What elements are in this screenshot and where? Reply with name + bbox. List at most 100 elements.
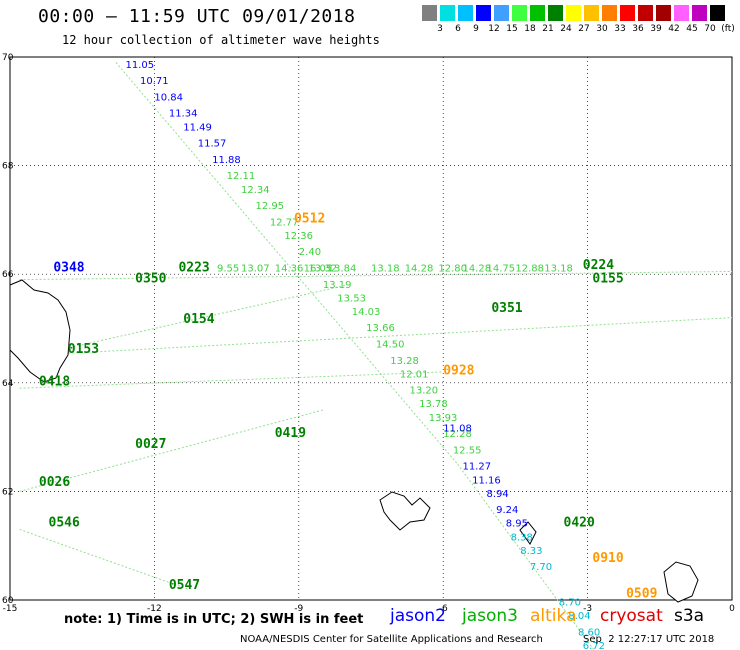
wave-height-label: 10.84 [154,92,183,103]
time-label: 0420 [564,516,595,531]
scale-label: 15 [506,24,518,34]
legend-altika: altika [530,606,577,626]
wave-height-label: 10.71 [140,76,169,87]
wave-height-label: 9.24 [496,505,518,516]
wave-height-label: 8.60 [578,627,600,638]
time-label: 0153 [68,342,99,357]
time-label: 0547 [169,578,200,593]
scale-swatch [656,5,671,21]
wave-height-label: 12.80 [438,263,467,274]
scale-label: 24 [560,24,572,34]
lat-tick-label: 68 [2,162,14,172]
time-label: 0223 [178,260,209,275]
wave-height-label: 7.70 [530,562,552,573]
lat-tick-label: 60 [2,596,14,606]
time-label: 0419 [275,426,306,441]
lon-tick-label: 0 [729,604,735,614]
wave-height-label: 11.34 [169,109,198,120]
scale-label: 21 [542,24,554,34]
time-label: 0027 [135,437,166,452]
scale-label: 45 [686,24,698,34]
wave-height-label: 13.18 [371,263,400,274]
time-label: 0350 [135,271,166,286]
scale-label: 12 [488,24,500,34]
scale-swatch [494,5,509,21]
wave-height-label: 12.88 [515,263,544,274]
scale-label: 36 [632,24,644,34]
coastline-faroe [379,491,431,531]
wave-height-label: 13.84 [328,263,357,274]
lat-tick-label: 70 [2,53,14,63]
time-label: 0418 [39,375,70,390]
wave-height-label: 8.04 [568,611,590,622]
scale-label: 3 [437,24,443,34]
scale-swatch [710,5,725,21]
time-label: 0910 [592,551,623,566]
note-text: note: 1) Time is in UTC; 2) SWH is in fe… [64,612,364,627]
scale-swatch [530,5,545,21]
lon-tick-label: -9 [294,604,303,614]
time-label: 0224 [583,258,614,273]
time-label: 0026 [39,475,70,490]
track-swath [19,270,733,281]
scale-label: 39 [650,24,662,34]
wave-height-label: 14.75 [487,263,516,274]
scale-label: 27 [578,24,590,34]
wave-height-label: 12.28 [443,429,472,440]
lon-tick-label: -15 [3,604,18,614]
scale-swatch [620,5,635,21]
track-swath [19,528,189,590]
scale-swatch [692,5,707,21]
wave-height-label: 13.07 [241,263,270,274]
wave-height-label: 8.95 [506,519,528,530]
wave-height-label: 11.57 [198,139,227,150]
track-swath [19,409,323,492]
scale-swatch [638,5,653,21]
lat-tick-label: 62 [2,487,13,497]
time-label: 0546 [49,516,80,531]
wave-height-label: 11.08 [443,424,472,435]
wave-height-label: 11.16 [472,475,501,486]
lon-tick-label: -6 [439,604,448,614]
coastline-islet [519,521,537,545]
scale-swatch [674,5,689,21]
scale-label: 18 [524,24,536,34]
wave-height-label: 11.27 [462,462,491,473]
wave-height-label: 8.70 [559,597,581,608]
coastline-shetland [663,561,699,603]
scale-label: 70 [704,24,716,34]
legend-s3a: s3a [674,606,705,626]
track-swath [58,284,348,351]
legend-jason3: jason3 [462,606,518,626]
scale-swatch [584,5,599,21]
track-swath [19,371,444,389]
wave-height-label: 2.40 [299,247,321,258]
wave-height-label: 9.55 [217,263,239,274]
time-label: 0154 [183,312,214,327]
wave-height-label: 13.32 [308,263,337,274]
scale-swatch [512,5,527,21]
track-swath [457,463,595,650]
scale-label: 30 [596,24,608,34]
legend-jason2: jason2 [390,606,446,626]
wave-height-label: 12.01 [400,369,429,380]
wave-height-label: 13.53 [337,293,366,304]
wave-height-label: 8.94 [487,489,509,500]
scale-swatch [422,5,437,21]
time-label: 0351 [491,301,522,316]
wave-height-label: 6.72 [583,641,605,650]
wave-height-label: 14.28 [405,263,434,274]
wave-height-label: 12.36 [284,231,313,242]
wave-height-label: 12.77 [270,217,299,228]
lon-tick-label: -12 [147,604,162,614]
wave-height-label: 12.55 [453,445,482,456]
coastline-iceland [9,279,71,383]
wave-height-label: 13.20 [410,386,439,397]
time-label: 0348 [53,260,84,275]
lon-tick-label: -3 [583,604,592,614]
wave-height-label: 11.88 [212,155,241,166]
wave-height-label: 13.66 [366,323,395,334]
wave-height-label: 12.95 [255,201,284,212]
